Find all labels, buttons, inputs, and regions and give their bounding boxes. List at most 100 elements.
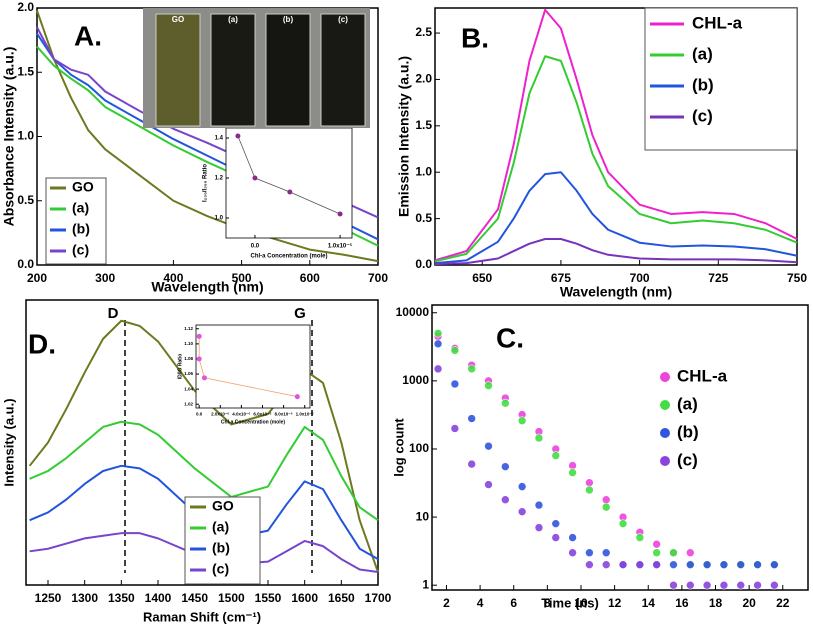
y-tick-label: 1.10 bbox=[184, 341, 193, 346]
legend-label: GO bbox=[72, 179, 94, 195]
point bbox=[484, 480, 493, 489]
legend-box bbox=[184, 496, 261, 585]
point bbox=[652, 539, 661, 549]
photo-label: (a) bbox=[228, 15, 238, 24]
photo-label: (b) bbox=[283, 15, 294, 24]
point bbox=[196, 333, 202, 339]
plot-frame bbox=[225, 127, 353, 239]
x-tick-label: 22 bbox=[776, 596, 790, 610]
y-tick-label: 0.5 bbox=[17, 193, 34, 207]
x-tick-label: 1600 bbox=[291, 591, 318, 605]
point bbox=[601, 502, 611, 512]
point bbox=[196, 356, 202, 362]
photo-inset: GO (a) (b) (c) bbox=[143, 8, 370, 128]
legend-swatch bbox=[660, 428, 670, 438]
panel-label: D. bbox=[28, 328, 56, 359]
x-axis-label: Time (ns) bbox=[541, 595, 599, 610]
line bbox=[198, 336, 298, 398]
x-tick-label: 20 bbox=[742, 596, 756, 610]
point bbox=[669, 580, 678, 590]
line bbox=[237, 135, 341, 215]
x-axis-label: Wavelength (nm) bbox=[151, 279, 263, 295]
panel-label: C. bbox=[496, 322, 524, 353]
point bbox=[450, 424, 460, 433]
point bbox=[685, 548, 695, 557]
x-tick-label: 1550 bbox=[255, 591, 282, 605]
x-tick-label: 2 bbox=[443, 596, 450, 610]
panel-label: A. bbox=[74, 20, 102, 51]
point bbox=[450, 346, 460, 355]
legend-label: GO bbox=[212, 498, 234, 514]
line bbox=[434, 171, 798, 265]
legend-label: (a) bbox=[72, 200, 89, 216]
point bbox=[433, 364, 443, 374]
x-tick-label: 16 bbox=[675, 596, 689, 610]
y-tick-label: 2.0 bbox=[17, 0, 34, 14]
x-tick-label: 725 bbox=[708, 271, 728, 285]
point bbox=[450, 379, 460, 389]
point bbox=[635, 560, 645, 569]
x-tick-label: 18 bbox=[709, 596, 723, 610]
x-tick-label: 10 bbox=[574, 596, 588, 610]
x-tick-label: 1.0x10⁻⁵ bbox=[328, 244, 353, 250]
point bbox=[585, 478, 594, 487]
y-axis-label: Intensity (a.u.) bbox=[1, 398, 16, 486]
legend-box bbox=[644, 7, 798, 151]
point bbox=[534, 433, 544, 443]
x-tick-label: 1400 bbox=[145, 591, 172, 605]
point bbox=[484, 441, 493, 451]
x-axis-label: Chl-a Concentration (mole) bbox=[250, 254, 327, 260]
panel-label: B. bbox=[461, 22, 489, 53]
point bbox=[585, 560, 594, 569]
point bbox=[702, 560, 712, 569]
point bbox=[287, 189, 293, 195]
point bbox=[433, 339, 443, 349]
x-axis-label: Chl-a Concentration (mole) bbox=[221, 419, 286, 425]
x-tick-label: 4.0x10⁻⁶ bbox=[232, 412, 250, 417]
point bbox=[501, 398, 510, 408]
point bbox=[719, 560, 729, 569]
point bbox=[235, 133, 241, 139]
line bbox=[434, 238, 798, 266]
line bbox=[28, 319, 379, 573]
y-tick-label: 1.5 bbox=[415, 118, 432, 132]
x-tick-label: 14 bbox=[642, 596, 656, 610]
legend-label: CHL-a bbox=[692, 13, 743, 32]
point bbox=[770, 580, 779, 590]
x-tick-label: 8 bbox=[544, 596, 551, 610]
legend-label: (a) bbox=[212, 519, 229, 535]
point bbox=[652, 548, 661, 557]
photo-label: (c) bbox=[338, 15, 348, 24]
y-axis-label: Absorbance Intensity (a.u.) bbox=[1, 47, 17, 227]
x-tick-label: 1350 bbox=[108, 591, 135, 605]
point bbox=[618, 519, 628, 528]
point bbox=[753, 580, 762, 590]
point bbox=[551, 533, 561, 542]
legend-swatch bbox=[660, 456, 670, 466]
y-axis-label: I₂₃₀/I₃₅₀ Ratio bbox=[203, 164, 209, 202]
legend-label: (c) bbox=[212, 561, 229, 577]
point bbox=[568, 468, 577, 477]
x-tick-label: 12 bbox=[608, 596, 622, 610]
x-axis-label: Wavelength (nm) bbox=[560, 284, 672, 300]
point bbox=[753, 560, 762, 569]
photo-label: GO bbox=[172, 15, 184, 24]
point bbox=[702, 580, 712, 590]
point bbox=[685, 580, 695, 590]
point bbox=[534, 523, 544, 532]
point bbox=[736, 560, 746, 569]
point bbox=[635, 533, 645, 542]
y-tick-label: 1.0 bbox=[415, 164, 432, 178]
y-tick-label: 1.02 bbox=[184, 401, 193, 406]
point bbox=[501, 462, 510, 471]
point bbox=[467, 459, 476, 469]
legend-swatch bbox=[660, 372, 670, 382]
point bbox=[551, 451, 561, 460]
point bbox=[618, 560, 628, 569]
x-tick-label: 700 bbox=[630, 271, 650, 285]
cuvette bbox=[210, 13, 256, 127]
y-axis-label: log count bbox=[391, 418, 406, 477]
legend-label: (c) bbox=[72, 242, 89, 258]
point bbox=[501, 495, 510, 504]
